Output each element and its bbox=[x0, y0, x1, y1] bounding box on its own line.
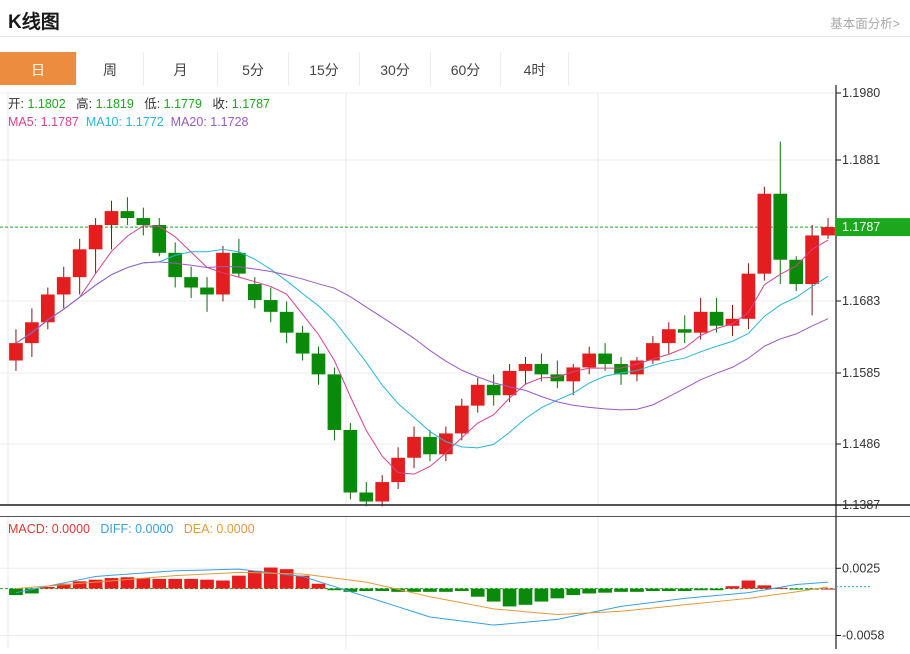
svg-text:1.1486: 1.1486 bbox=[842, 437, 880, 451]
svg-text:1.1980: 1.1980 bbox=[842, 86, 880, 100]
svg-text:1.1387: 1.1387 bbox=[842, 498, 880, 512]
svg-text:1.1881: 1.1881 bbox=[842, 153, 880, 167]
svg-text:1.1787: 1.1787 bbox=[842, 220, 880, 234]
svg-text:0.0025: 0.0025 bbox=[842, 561, 880, 575]
svg-text:1.1585: 1.1585 bbox=[842, 366, 880, 380]
svg-text:1.1683: 1.1683 bbox=[842, 294, 880, 308]
svg-text:-0.0058: -0.0058 bbox=[842, 629, 884, 643]
